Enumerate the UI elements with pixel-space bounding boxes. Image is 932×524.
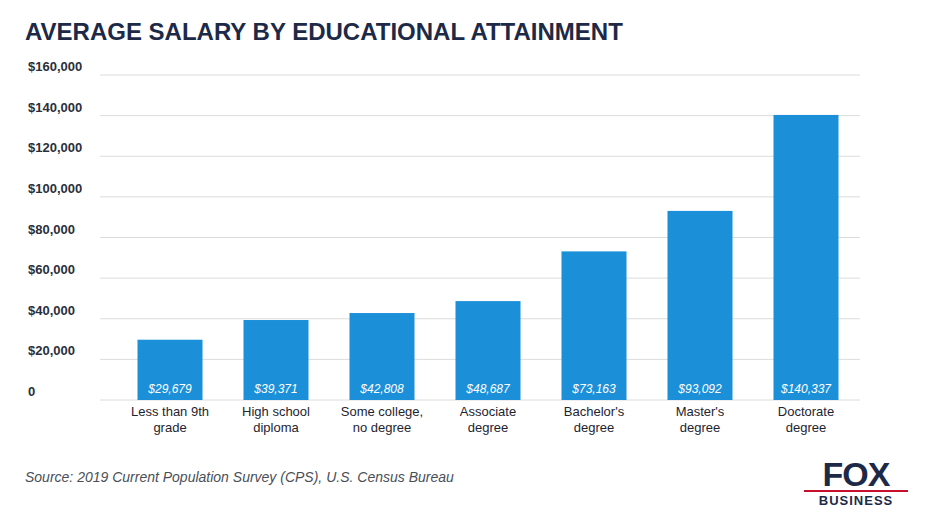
x-tick-label: Associatedegree (460, 404, 516, 435)
grid-line (100, 278, 860, 279)
x-tick-label: Master'sdegree (676, 404, 725, 435)
x-tick-label: Doctoratedegree (778, 404, 834, 435)
bar (774, 115, 839, 400)
y-tick-label: $80,000 (28, 222, 75, 237)
x-tick-label: High schooldiploma (242, 404, 310, 435)
bar (138, 340, 203, 400)
data-label: $140,337 (780, 382, 832, 396)
grid-line (100, 237, 860, 238)
x-tick-label: Some college,no degree (341, 404, 423, 435)
grid-line (100, 75, 860, 76)
bar (562, 251, 627, 400)
data-label: $48,687 (465, 382, 511, 396)
y-tick-label: $40,000 (28, 303, 75, 318)
data-label: $93,092 (677, 382, 722, 396)
bars (138, 115, 839, 400)
y-tick-label: $160,000 (28, 59, 82, 74)
data-label: $42,808 (359, 382, 404, 396)
labels: $29,679 Less than 9thgrade $39,371 High sch… (131, 382, 834, 435)
y-tick-label: $100,000 (28, 181, 82, 196)
source-note: Source: 2019 Current Population Survey (… (25, 469, 454, 485)
x-tick-label: Less than 9thgrade (131, 404, 209, 435)
logo-fox: FOX (823, 455, 891, 493)
grid (100, 75, 860, 400)
data-label: $39,371 (253, 382, 297, 396)
y-tick-label: 0 (28, 384, 35, 399)
y-tick-label: $140,000 (28, 100, 82, 115)
data-label: $73,163 (571, 382, 616, 396)
data-label: $29,679 (147, 382, 192, 396)
grid-line (100, 156, 860, 157)
y-tick-label: $60,000 (28, 262, 75, 277)
x-tick-label: Bachelor'sdegree (564, 404, 625, 435)
background (0, 0, 932, 524)
bar (244, 320, 309, 400)
bar (456, 301, 521, 400)
title: AVERAGE SALARY BY EDUCATIONAL ATTAINMENT (25, 18, 623, 45)
grid-line (100, 196, 860, 197)
grid-line (100, 115, 860, 116)
chart: AVERAGE SALARY BY EDUCATIONAL ATTAINMENT… (0, 0, 932, 524)
y-tick-label: $120,000 (28, 140, 82, 155)
bar (668, 211, 733, 400)
logo-rule (804, 490, 908, 492)
logo-business: BUSINESS (819, 493, 893, 508)
y-tick-label: $20,000 (28, 343, 75, 358)
bar (350, 313, 415, 400)
